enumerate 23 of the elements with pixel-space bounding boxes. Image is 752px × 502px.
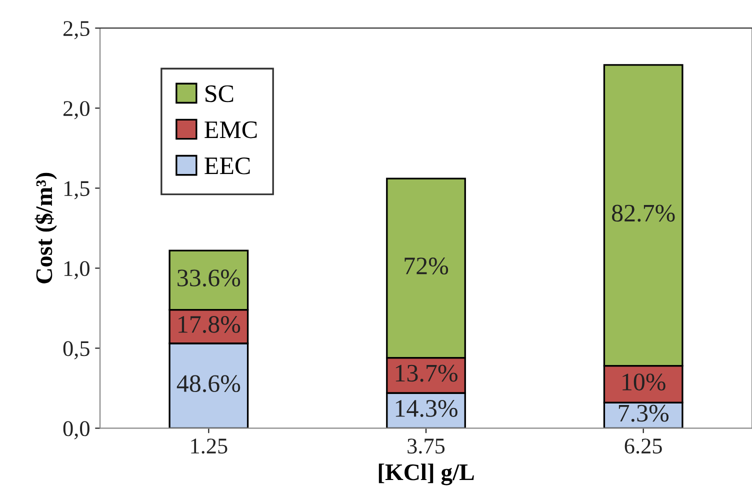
y-tick-label: 0,0: [63, 421, 90, 440]
annotation: 82.7%: [612, 204, 675, 222]
legend-label: EEC: [204, 157, 250, 174]
annotation: 13.7%: [396, 364, 458, 382]
x-axis-title: [KCl] g/L: [378, 464, 474, 486]
y-tick-label: 1,5: [64, 181, 90, 200]
y-axis-title: Cost ($/m³): [34, 172, 57, 284]
annotation: 7.3%: [618, 404, 669, 422]
annotation: 14.3%: [396, 400, 458, 417]
annotation: 33.6%: [178, 270, 240, 287]
x-tick-label: 1.25: [191, 438, 228, 454]
y-tick-label: 2,5: [63, 21, 90, 40]
legend-label: SC: [206, 85, 234, 102]
y-tick-label: 2,0: [63, 101, 90, 120]
y-tick-label: 0,5: [63, 341, 90, 360]
x-tick-label: 3.75: [408, 438, 445, 454]
legend-label: EMC: [204, 121, 257, 138]
y-tick-label: 1,0: [64, 261, 90, 280]
x-tick-label: 6.25: [624, 438, 662, 454]
annotation: 48.6%: [176, 375, 240, 392]
annotation: 72%: [404, 258, 448, 275]
annotation: 17.8%: [178, 316, 240, 333]
annotation: 10%: [622, 374, 666, 391]
